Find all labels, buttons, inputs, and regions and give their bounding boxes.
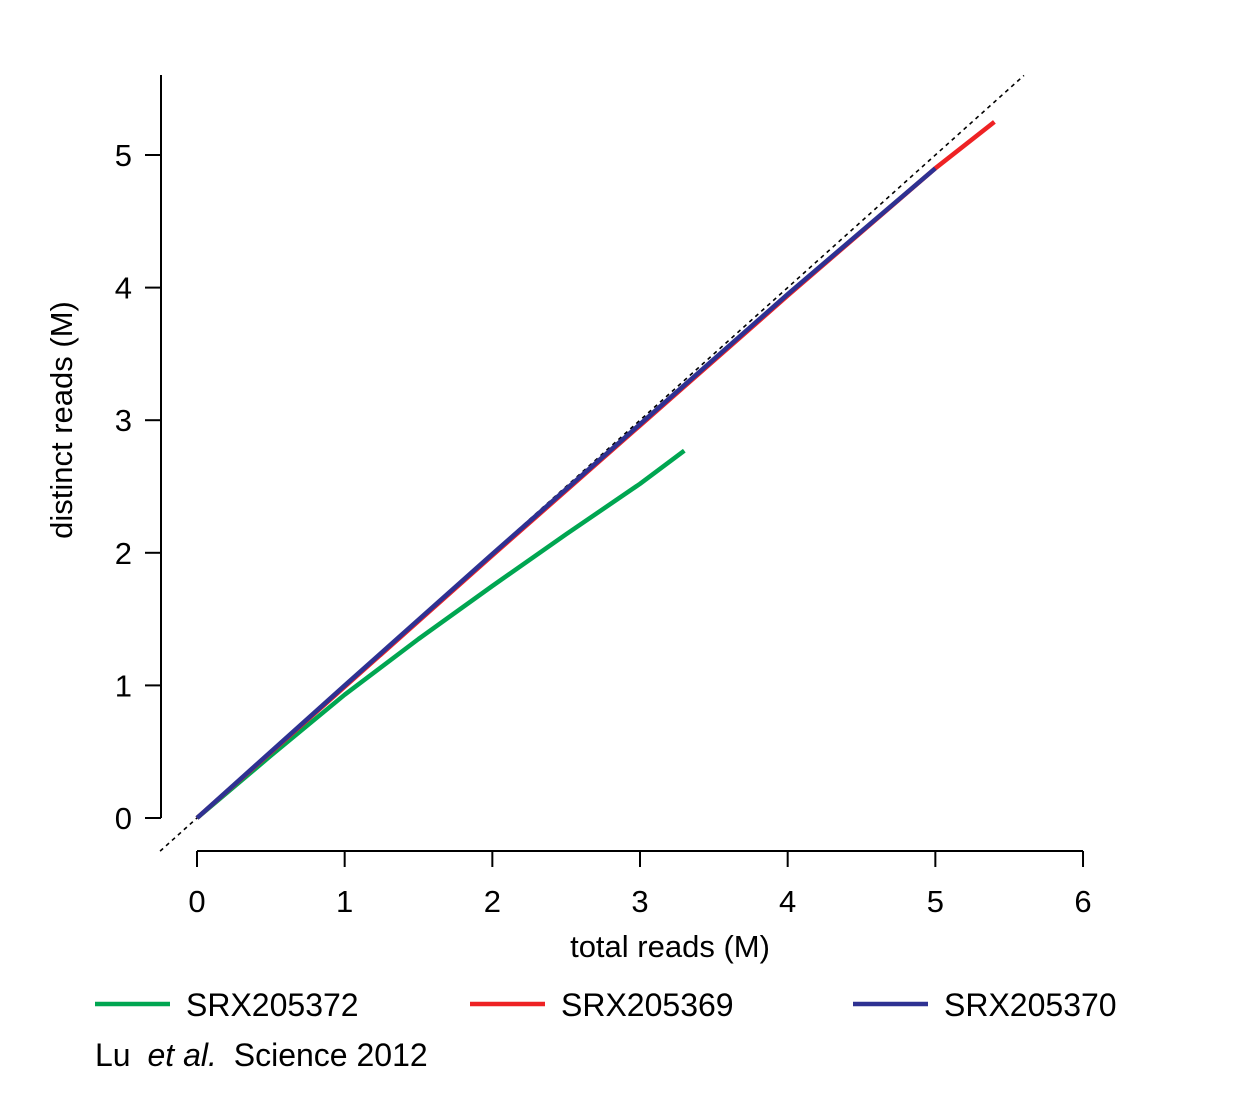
series-layer — [195, 120, 996, 820]
y-tick-label: 0 — [115, 801, 132, 836]
citation-etal: et al. — [147, 1037, 216, 1073]
x-ticks: 0 1 2 3 4 5 6 — [188, 851, 1092, 919]
series-line-srx205372 — [195, 448, 686, 820]
y-tick-label: 4 — [115, 271, 132, 306]
x-tick-label: 2 — [484, 884, 501, 919]
legend-label: SRX205369 — [561, 987, 734, 1023]
citation-author: Lu — [95, 1037, 131, 1073]
x-tick-label: 5 — [927, 884, 944, 919]
y-tick-label: 5 — [115, 138, 132, 173]
y-axis: 0 1 2 3 4 5 distinct reads (M) — [44, 75, 162, 836]
citation-journal: Science 2012 — [234, 1037, 428, 1073]
y-tick-label: 3 — [115, 403, 132, 438]
legend-label: SRX205372 — [186, 987, 359, 1023]
legend-item-srx205372: SRX205372 — [95, 987, 359, 1023]
y-ticks: 0 1 2 3 4 5 — [115, 138, 161, 836]
legend-label: SRX205370 — [944, 987, 1117, 1023]
legend-item-srx205370: SRX205370 — [853, 987, 1117, 1023]
legend: SRX205372 SRX205369 SRX205370 — [95, 987, 1117, 1023]
x-tick-label: 0 — [188, 884, 205, 919]
y-tick-label: 1 — [115, 668, 132, 703]
series-line-srx205370 — [195, 166, 937, 820]
x-axis-title: total reads (M) — [570, 929, 770, 964]
x-tick-label: 3 — [631, 884, 648, 919]
x-tick-label: 4 — [779, 884, 796, 919]
x-axis: 0 1 2 3 4 5 6 total reads (M) — [188, 850, 1092, 964]
x-tick-label: 6 — [1074, 884, 1091, 919]
y-axis-title: distinct reads (M) — [44, 301, 79, 539]
x-tick-label: 1 — [336, 884, 353, 919]
y-tick-label: 2 — [115, 536, 132, 571]
citation: Lu et al. Science 2012 — [95, 1037, 428, 1073]
legend-item-srx205369: SRX205369 — [470, 987, 734, 1023]
